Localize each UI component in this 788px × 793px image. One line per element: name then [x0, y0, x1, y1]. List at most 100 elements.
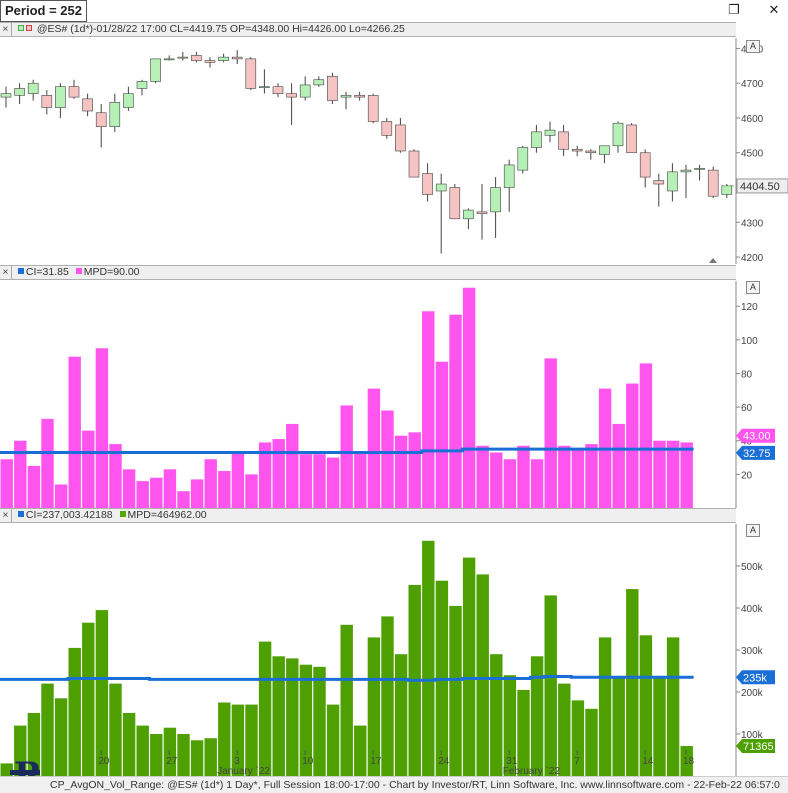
- volume-bar: [27, 713, 41, 776]
- volume-tick-label: 400k: [741, 604, 764, 615]
- range-bar: [286, 423, 299, 508]
- volume-bar: [177, 734, 190, 776]
- ci-swatch: [17, 511, 24, 517]
- range-tick-label: 20: [741, 470, 753, 481]
- up-swatch: [17, 25, 24, 31]
- range-bar: [367, 388, 381, 508]
- volume-bar: [163, 727, 177, 776]
- volume-bar: [68, 647, 81, 776]
- candle-body: [150, 58, 161, 82]
- volume-autoscale-button[interactable]: A: [746, 524, 760, 537]
- range-bar: [394, 435, 408, 508]
- range-bar: [544, 358, 557, 508]
- price-chart[interactable]: 48004700460045004400430042004404.50: [0, 38, 788, 264]
- volume-bar: [462, 557, 476, 776]
- candle-body: [476, 211, 488, 214]
- volume-pane-header: × CI=237,003.42188 MPD=464962.00: [0, 508, 736, 523]
- range-tick-label: 60: [741, 403, 753, 414]
- range-bar: [313, 454, 326, 508]
- volume-bar: [258, 641, 272, 776]
- volume-bar: [41, 683, 54, 776]
- candle-body: [272, 86, 284, 94]
- range-bar: [68, 356, 81, 508]
- down-swatch: [25, 25, 32, 31]
- volume-bar: [490, 654, 503, 776]
- candle-body: [218, 56, 229, 61]
- close-pane-icon[interactable]: ×: [0, 23, 12, 36]
- month-label: February `22: [503, 765, 561, 776]
- range-bar: [136, 481, 149, 508]
- candle-body: [639, 152, 651, 178]
- candle-body: [286, 93, 297, 98]
- volume-bar: [598, 637, 612, 776]
- candle-body: [435, 183, 447, 192]
- price-tick-label: 4300: [741, 218, 764, 229]
- volume-avg-line: [0, 674, 694, 682]
- candle-body: [612, 122, 624, 147]
- range-avg-tag-value: 32.75: [743, 448, 771, 460]
- volume-bar: [394, 654, 408, 776]
- close-icon[interactable]: ✕: [768, 2, 780, 17]
- candle-body: [571, 148, 583, 152]
- candle-body: [381, 121, 393, 136]
- range-autoscale-button[interactable]: A: [746, 281, 760, 294]
- range-bar: [449, 314, 462, 508]
- time-tick-label: 24: [438, 756, 450, 767]
- range-bar: [530, 459, 544, 508]
- volume-bar: [0, 763, 13, 776]
- range-bar: [626, 383, 639, 508]
- price-tick-label: 4500: [741, 149, 764, 160]
- volume-bar: [54, 698, 68, 776]
- candle-body: [544, 129, 556, 136]
- candle-body: [55, 86, 66, 108]
- volume-bar: [626, 589, 639, 776]
- candle-body: [558, 131, 569, 150]
- candle-body: [517, 147, 529, 171]
- volume-bar: [109, 683, 122, 776]
- time-tick-label: 17: [370, 756, 382, 767]
- range-bar: [163, 469, 177, 508]
- candle-body: [503, 164, 515, 188]
- volume-bar-tag-value: 71365: [743, 741, 774, 753]
- volume-bar: [503, 675, 517, 776]
- close-pane-icon[interactable]: ×: [0, 266, 12, 279]
- range-bar: [653, 440, 666, 508]
- candle-body: [653, 180, 665, 185]
- period-label[interactable]: Period = 252: [0, 0, 87, 22]
- candle-body: [82, 98, 93, 112]
- status-text: CP_AvgON_Vol_Range: @ES# (1d*) 1 Day*, F…: [50, 779, 780, 791]
- mpd-swatch: [119, 511, 126, 517]
- range-tick-label: 120: [741, 302, 758, 313]
- candle-body: [109, 102, 121, 127]
- range-mpd-label: MPD=90.00: [83, 266, 140, 278]
- volume-bar: [517, 689, 530, 776]
- range-bar: [14, 440, 27, 508]
- candle-body: [191, 55, 202, 61]
- range-bar: [476, 445, 489, 508]
- mpd-swatch: [75, 268, 82, 274]
- close-pane-icon[interactable]: ×: [0, 509, 12, 522]
- candle-body: [204, 60, 216, 63]
- volume-bar: [231, 704, 245, 776]
- scroll-marker-icon: [709, 258, 717, 263]
- range-bar: [503, 459, 517, 508]
- range-bar: [326, 457, 340, 508]
- volume-bar: [544, 595, 557, 776]
- volume-bar: [150, 734, 163, 776]
- restore-icon[interactable]: ❐: [728, 2, 740, 17]
- time-tick-label: 31: [506, 756, 518, 767]
- candle-body: [694, 168, 705, 170]
- volume-tick-label: 200k: [741, 688, 764, 699]
- candle-body: [0, 93, 12, 98]
- price-pane-header: × @ES# (1d*)-01/28/22 17:00 CL=4419.75 O…: [0, 22, 736, 37]
- volume-avg-tag: [736, 670, 775, 685]
- range-bar: [612, 423, 625, 508]
- volume-bar-tag: [736, 739, 775, 754]
- range-bar: [190, 479, 204, 508]
- month-label: January `22: [217, 765, 270, 776]
- volume-bar: [381, 616, 394, 776]
- volume-bar: [299, 664, 313, 776]
- price-autoscale-button[interactable]: A: [746, 40, 760, 53]
